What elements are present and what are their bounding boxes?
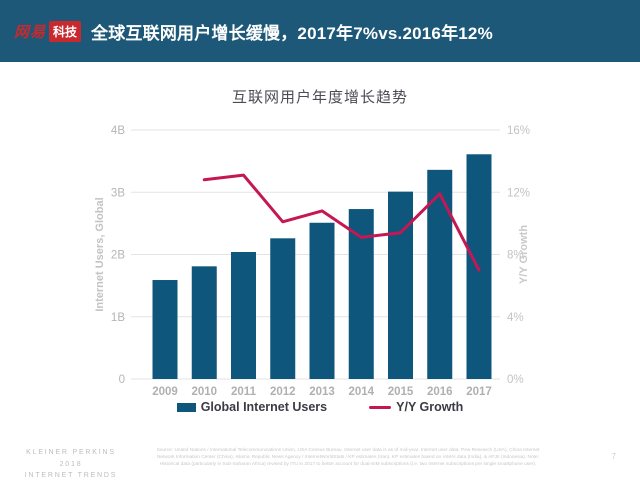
x-axis-label-2010: 2010 <box>191 386 217 398</box>
kleiner-perkins-brand: KLEINER PERKINS 2018 INTERNET TRENDS <box>12 447 130 480</box>
tech-logo-badge: 科技 <box>49 20 82 42</box>
left-axis-tick: 3B <box>111 187 125 199</box>
brand-line-2: 2018 <box>59 460 83 468</box>
chart-title: 互联网用户年度增长趋势 <box>231 89 408 106</box>
x-axis-label-2009: 2009 <box>152 386 178 398</box>
brand-line-1: KLEINER PERKINS <box>26 449 116 456</box>
right-axis-tick: 8% <box>507 250 524 262</box>
line-swatch-icon <box>369 405 392 409</box>
page-title: 全球互联网用户增长缓慢，2017年7%vs.2016年12% <box>91 23 493 43</box>
bar-2009 <box>152 280 178 379</box>
bar-2013 <box>309 222 335 379</box>
left-axis-title: Internet Users, Global <box>94 197 106 311</box>
chart-legend: Global Internet Users Y/Y Growth <box>0 400 640 414</box>
left-axis-tick: 0 <box>119 374 125 386</box>
right-axis-tick: 16% <box>507 125 530 137</box>
header-bar: 网易 科技 全球互联网用户增长缓慢，2017年7%vs.2016年12% <box>0 0 640 62</box>
x-axis-label-2016: 2016 <box>427 386 453 398</box>
right-axis-tick: 4% <box>507 312 524 324</box>
right-axis-tick: 12% <box>507 187 530 199</box>
right-axis-title: Y/Y Growth <box>518 225 530 284</box>
x-axis-label-2012: 2012 <box>270 386 296 398</box>
x-axis-label-2013: 2013 <box>309 386 335 398</box>
x-axis-label-2011: 2011 <box>231 386 257 398</box>
left-axis-tick: 2B <box>111 250 125 262</box>
growth-trend-chart: 4B 16% 3B 12% 2B 8% 1B 4% 0 0% Internet Users, Glo… <box>94 125 530 398</box>
legend-item-bars: Global Internet Users <box>176 400 328 414</box>
right-axis-tick: 0% <box>507 374 524 386</box>
legend-bar-label: Global Internet Users <box>200 400 328 414</box>
legend-line-label: Y/Y Growth <box>396 400 464 414</box>
yy-growth-line <box>202 173 481 272</box>
bar-2016 <box>427 169 453 379</box>
x-axis-label-2017: 2017 <box>466 386 492 398</box>
bar-2012 <box>270 238 296 379</box>
bar-2014 <box>348 209 374 379</box>
bar-2010 <box>191 266 217 379</box>
bar-2015 <box>388 191 413 379</box>
netease-tech-logo[interactable]: 网易 科技 <box>14 20 82 42</box>
page-number: 7 <box>611 452 616 461</box>
bar-2011 <box>231 252 256 379</box>
brand-line-3: INTERNET TRENDS <box>24 472 118 480</box>
x-axis-label-2015: 2015 <box>388 386 414 398</box>
source-note: Source: United Nations / International T… <box>156 448 540 467</box>
legend-item-line: Y/Y Growth <box>369 400 463 414</box>
bar-2017 <box>466 154 492 379</box>
left-axis-tick: 1B <box>111 312 125 324</box>
netease-logo-text: 网易 <box>14 23 47 41</box>
bar-swatch-icon <box>176 402 196 412</box>
left-axis-tick: 4B <box>111 125 125 137</box>
x-axis-label-2014: 2014 <box>348 386 374 398</box>
